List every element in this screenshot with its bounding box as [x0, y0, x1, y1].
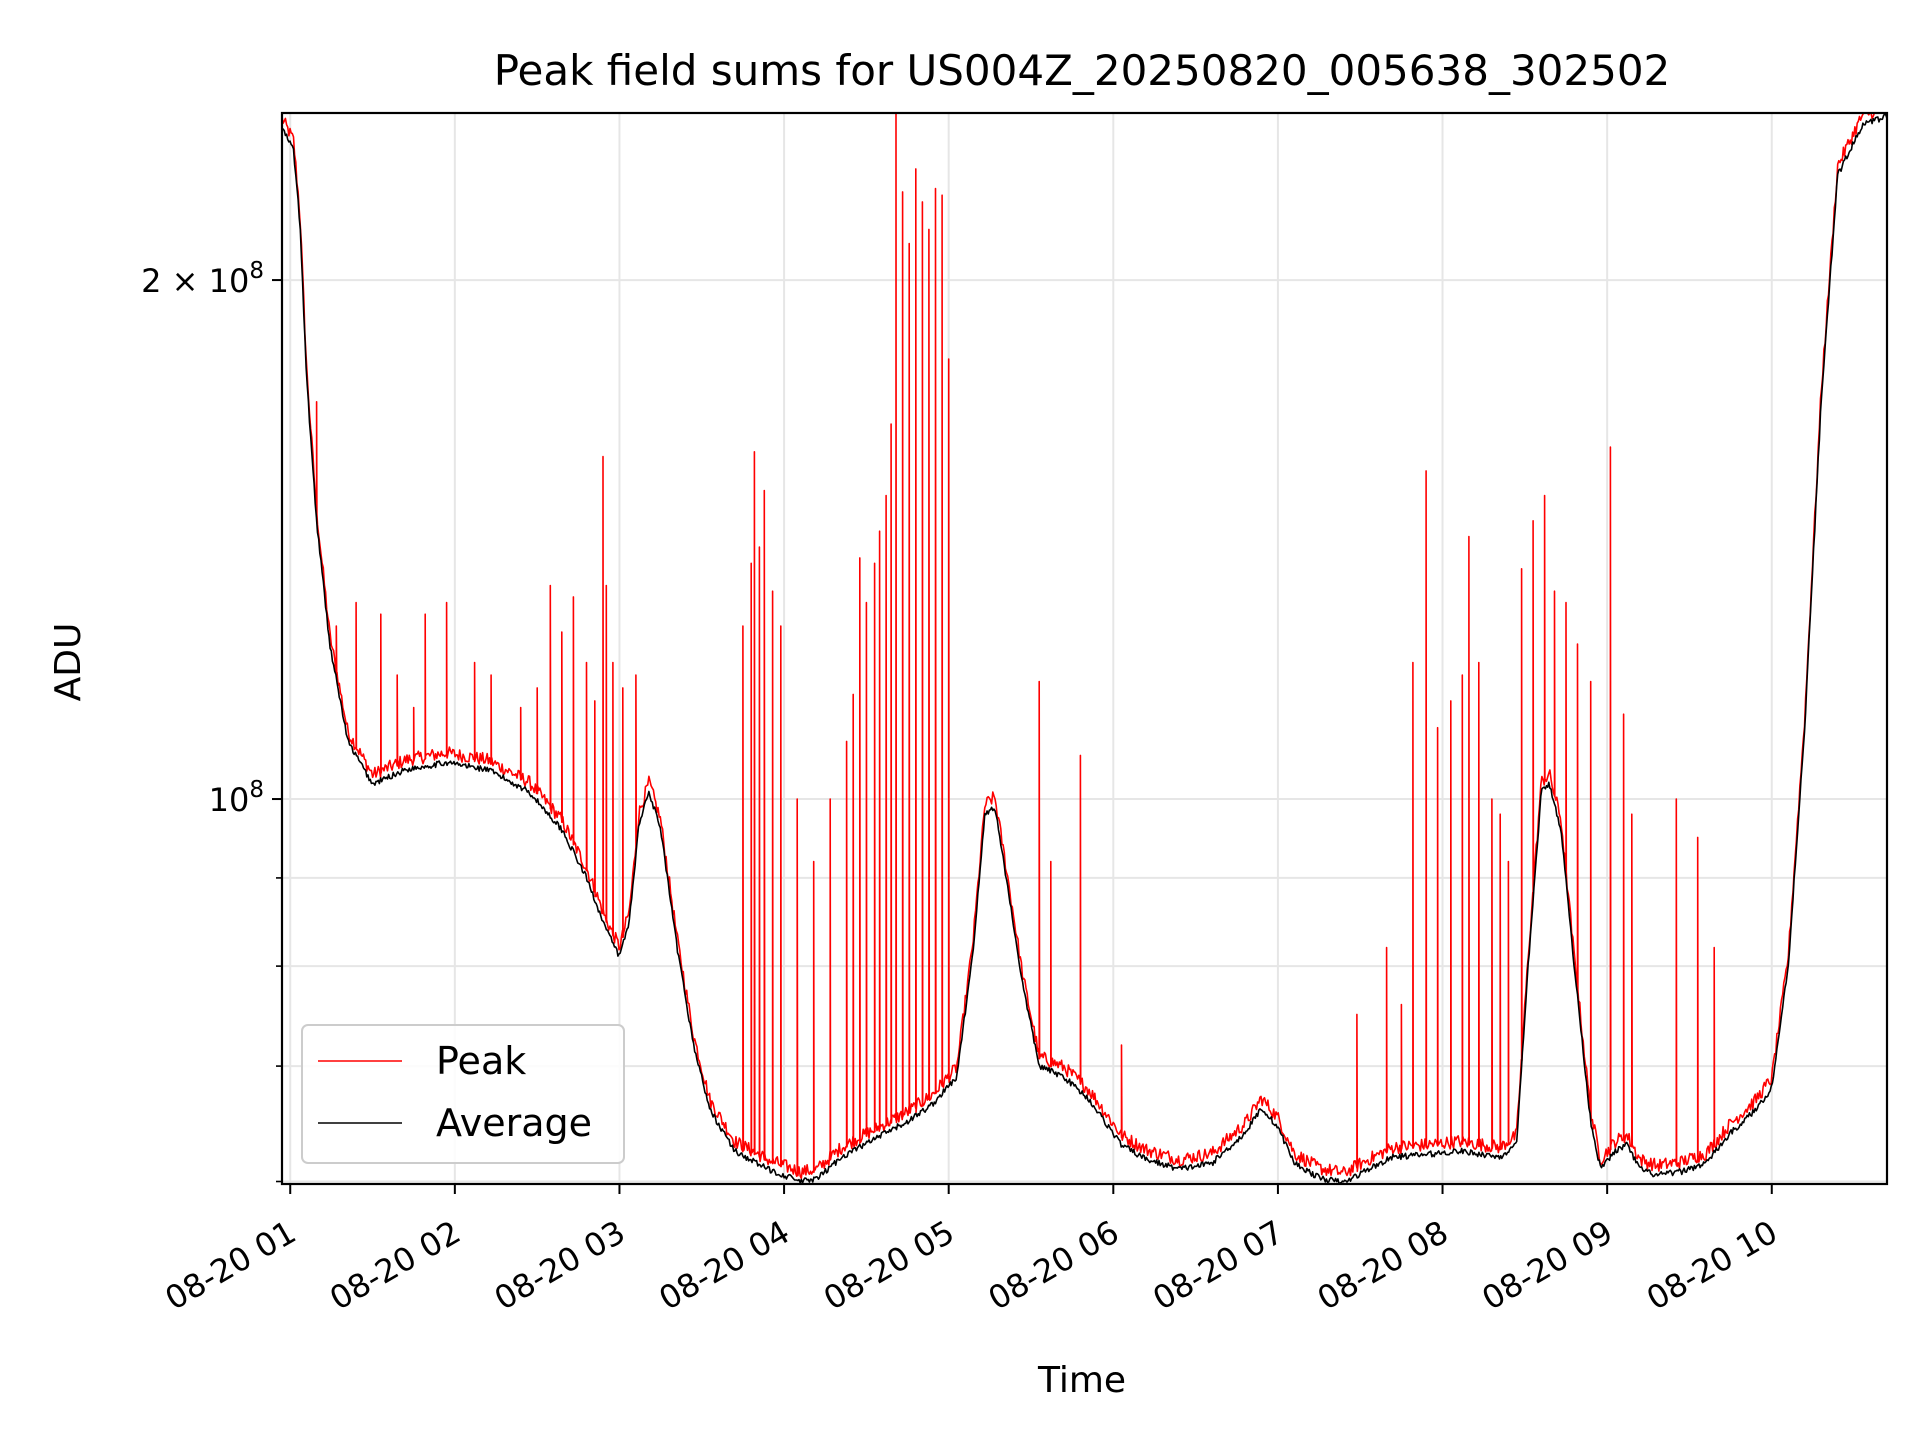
- axes-frame: [280, 111, 1889, 1186]
- legend-label-average: Average: [436, 1101, 592, 1145]
- grid: [282, 113, 1887, 1184]
- chart-title: Peak field sums for US004Z_20250820_0056…: [494, 46, 1671, 95]
- y-tick-label: 108: [209, 777, 264, 819]
- average-series-line: [282, 113, 1887, 1184]
- plot-area: [282, 113, 1887, 1184]
- y-axis-label: ADU: [48, 623, 89, 702]
- legend: Peak Average: [301, 1024, 625, 1164]
- x-axis-label: Time: [1037, 1360, 1126, 1401]
- y-axis: 108 2 × 108: [141, 258, 282, 1183]
- y-tick-label: 2 × 108: [141, 258, 264, 300]
- peak-series-line: [282, 113, 1887, 1180]
- legend-box: [301, 1024, 625, 1164]
- legend-label-peak: Peak: [436, 1039, 526, 1083]
